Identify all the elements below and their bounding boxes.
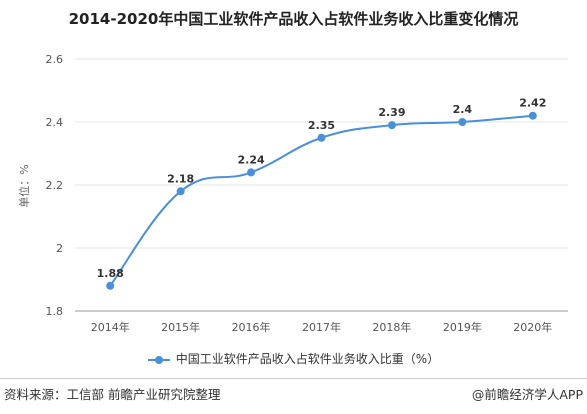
- y-axis-label: 单位：%: [17, 164, 31, 207]
- brand-credit: @前瞻经济学人APP: [471, 387, 583, 402]
- data-label: 2.42: [519, 97, 546, 110]
- data-point: [387, 121, 396, 130]
- y-tick-label: 2.6: [46, 53, 64, 66]
- x-tick-label: 2020年: [513, 320, 552, 334]
- data-label: 1.88: [97, 267, 124, 280]
- x-tick-label: 2018年: [372, 320, 411, 334]
- data-label: 2.24: [238, 153, 265, 166]
- data-label: 2.35: [308, 119, 335, 132]
- line-chart: 1.822.22.42.6 2014年 2015年 2016年 2017年 2018年 2…: [17, 53, 568, 334]
- data-point: [458, 118, 467, 126]
- legend: 中国工业软件产品收入占软件业务收入比重（%）: [0, 350, 587, 367]
- legend-marker: [147, 355, 170, 365]
- divider: [0, 378, 587, 379]
- y-tick-label: 2: [56, 242, 63, 255]
- x-tick-label: 2017年: [302, 320, 341, 334]
- legend-label: 中国工业软件产品收入占软件业务收入比重（%）: [175, 352, 440, 366]
- data-point: [176, 187, 185, 196]
- y-tick-label: 2.2: [46, 179, 64, 192]
- data-label: 2.4: [453, 103, 473, 116]
- grid-lines: [75, 58, 568, 312]
- data-point: [106, 281, 115, 290]
- data-label: 2.39: [378, 106, 405, 119]
- data-point: [247, 168, 256, 177]
- x-tick-labels: 2014年 2015年 2016年 2017年 2018年 2019年 2020年: [91, 320, 553, 334]
- data-point: [317, 133, 326, 142]
- chart-title: 2014-2020年中国工业软件产品收入占软件业务收入比重变化情况: [68, 10, 519, 28]
- data-point: [528, 111, 537, 120]
- data-points: [106, 111, 537, 290]
- y-tick-label: 2.4: [46, 116, 64, 129]
- y-tick-labels: 1.8 2 2.2 2.4 2.6: [46, 53, 64, 318]
- x-tick-label: 2016年: [232, 320, 271, 334]
- x-tick-label: 2019年: [443, 320, 482, 334]
- x-tick-label: 2014年: [91, 320, 130, 334]
- data-labels: 1.88 2.18 2.24 2.35 2.39 2.4 2.42: [97, 97, 547, 280]
- data-label: 2.18: [167, 172, 194, 185]
- x-tick-label: 2015年: [161, 320, 200, 334]
- source-note: 资料来源：工信部 前瞻产业研究院整理: [4, 387, 221, 402]
- y-tick-label: 1.8: [46, 305, 64, 318]
